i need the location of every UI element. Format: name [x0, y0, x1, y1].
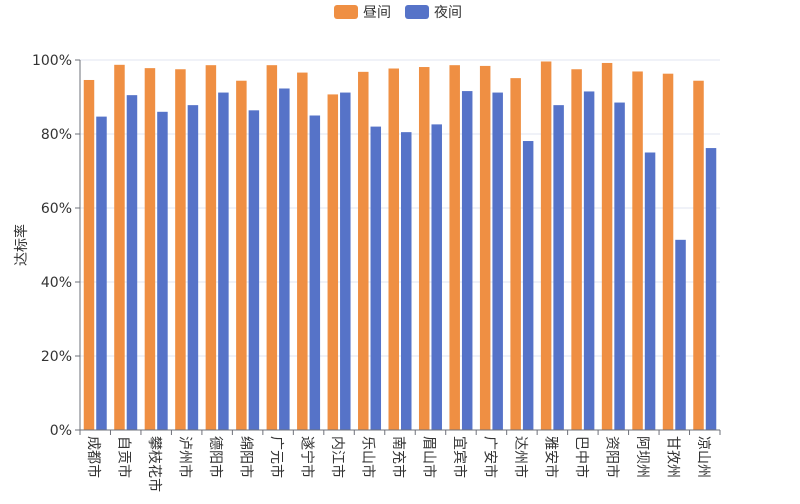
bar-day: [662, 73, 674, 430]
x-tick-label: 德阳市: [207, 436, 224, 478]
legend-label-day: 昼间: [363, 5, 391, 21]
x-tick-label: 广安市: [481, 436, 498, 478]
bar-day: [236, 80, 247, 430]
x-tick-label: 资阳市: [603, 436, 620, 478]
bar-day: [540, 61, 552, 430]
bar-night: [644, 152, 656, 430]
x-tick-label: 宜宾市: [451, 436, 468, 478]
x-tick-label: 巴中市: [573, 436, 590, 478]
bar-night: [218, 92, 229, 430]
bar-day: [693, 80, 704, 430]
x-tick-label: 眉山市: [420, 436, 437, 478]
x-tick-label: 成都市: [85, 436, 102, 478]
bar-night: [675, 239, 686, 430]
bar-day: [632, 71, 643, 430]
bar-day: [479, 65, 491, 431]
bar-night: [279, 88, 290, 431]
bar-night: [157, 111, 168, 431]
y-tick-label: 40%: [41, 275, 72, 291]
y-tick-label: 0%: [50, 423, 72, 439]
bar-day: [297, 72, 308, 430]
bar-day: [388, 68, 399, 430]
x-tick-label: 雅安市: [542, 436, 559, 478]
gridlines: [80, 59, 720, 357]
legend[interactable]: 昼间 夜间: [334, 5, 462, 21]
x-tick-label: 内江市: [329, 436, 346, 478]
bar-night: [461, 91, 473, 430]
bar-night: [309, 115, 321, 430]
bar-night: [340, 92, 351, 430]
bar-day: [205, 65, 217, 431]
bar-day: [358, 71, 369, 430]
x-tick-label: 自贡市: [116, 436, 133, 478]
bar-day: [571, 69, 582, 430]
x-tick-label: 遂宁市: [299, 436, 316, 478]
bar-day: [144, 68, 156, 430]
bar-night: [431, 124, 442, 430]
x-tick-label: 南充市: [390, 436, 407, 478]
bar-day: [266, 65, 278, 431]
x-tick-label: 凉山州: [695, 436, 711, 478]
bar-night: [553, 105, 564, 430]
bar-night: [126, 95, 138, 431]
legend-label-night: 夜间: [434, 5, 462, 21]
y-tick-label: 100%: [32, 53, 72, 69]
bar-night: [187, 105, 199, 430]
axes: 0% 20% 40% 60% 80% 100% 成都市 自贡市 攀枝花市 泸州市 德阳市 绵阳市 广元市…: [32, 53, 721, 492]
x-tick-label: 广元市: [268, 436, 285, 478]
bar-day: [418, 67, 430, 430]
x-tick-label: 达州市: [512, 436, 529, 478]
legend-swatch-day: [334, 5, 358, 19]
bar-day: [601, 62, 613, 431]
bar-day: [510, 78, 521, 430]
x-tick-label: 攀枝花市: [146, 436, 163, 492]
bar-night: [370, 126, 382, 430]
bar-day: [114, 64, 125, 430]
bar-day: [83, 79, 95, 430]
bars: [83, 61, 717, 431]
bar-night: [248, 110, 260, 430]
x-tick-label: 甘孜州: [664, 436, 680, 478]
bar-night: [492, 92, 503, 430]
bar-night: [522, 141, 534, 430]
bar-night: [96, 116, 107, 431]
x-tick-label: 绵阳市: [238, 436, 255, 478]
bar-day: [449, 65, 460, 431]
x-tick-label: 阿坝州: [634, 436, 650, 478]
bar-night: [583, 91, 595, 430]
y-tick-label: 20%: [41, 349, 72, 365]
y-axis-label: 达标率: [13, 224, 30, 266]
bar-day: [327, 94, 339, 430]
bar-night: [705, 148, 717, 430]
y-tick-label: 80%: [41, 127, 72, 143]
legend-swatch-night: [405, 5, 429, 19]
bar-day: [175, 69, 186, 430]
bar-night: [614, 102, 625, 431]
y-tick-label: 60%: [41, 201, 72, 217]
x-tick-label: 乐山市: [360, 436, 377, 478]
x-tick-label: 泸州市: [177, 436, 194, 478]
bar-night: [401, 132, 412, 430]
